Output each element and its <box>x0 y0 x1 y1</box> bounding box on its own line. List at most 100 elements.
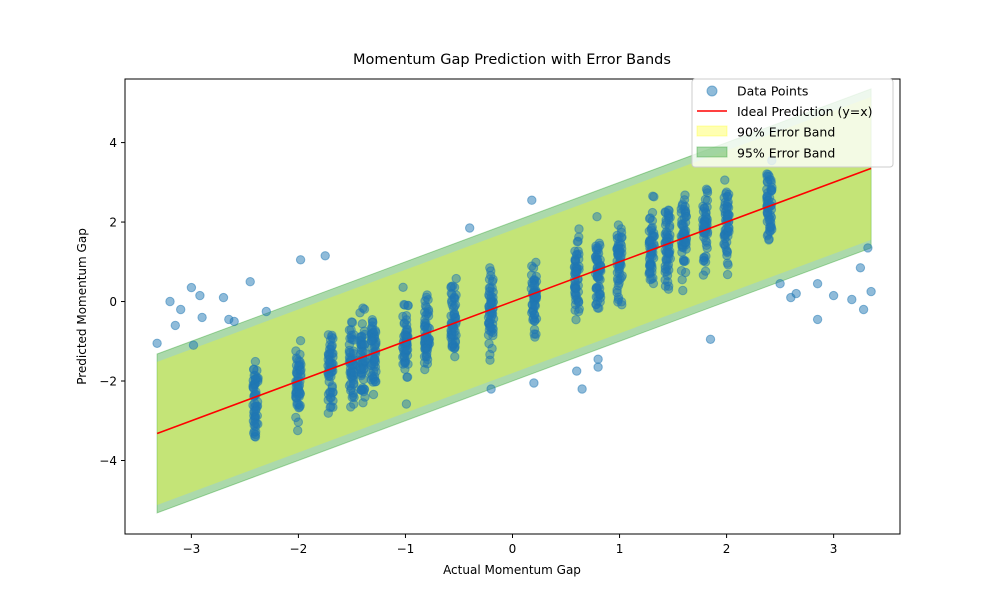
data-point <box>812 314 823 325</box>
data-point <box>705 334 716 344</box>
data-point <box>863 243 873 253</box>
data-point <box>577 384 587 394</box>
data-point <box>249 364 259 374</box>
data-point <box>531 257 541 267</box>
legend-box <box>691 78 894 168</box>
data-point <box>348 388 358 398</box>
data-point <box>677 247 687 258</box>
data-point <box>419 358 430 368</box>
data-point <box>197 312 207 323</box>
data-point <box>346 402 356 412</box>
data-point <box>366 336 376 346</box>
data-point <box>701 184 712 194</box>
data-point <box>293 425 303 436</box>
data-point <box>828 290 839 301</box>
data-point <box>398 282 408 292</box>
data-point <box>775 279 785 289</box>
data-point <box>250 418 260 428</box>
data-point <box>613 294 624 305</box>
data-point <box>170 320 181 331</box>
data-point <box>326 371 336 382</box>
plot-area <box>152 88 876 514</box>
data-point <box>573 306 584 317</box>
data-point <box>767 185 777 195</box>
data-point <box>722 247 732 258</box>
data-point <box>358 303 368 313</box>
data-point <box>572 366 582 376</box>
data-point <box>762 177 773 188</box>
data-point <box>592 303 603 313</box>
data-point <box>195 290 205 301</box>
data-point <box>698 256 709 266</box>
data-point <box>398 359 408 369</box>
data-point <box>593 354 603 364</box>
data-point <box>680 190 690 200</box>
x-axis-label: Actual Momentum Gap <box>443 563 581 577</box>
ideal-line-layer <box>156 167 872 435</box>
data-point <box>450 326 460 337</box>
data-point <box>402 320 412 330</box>
data-point <box>855 263 866 273</box>
data-point <box>250 374 261 384</box>
y-tick-label: 4 <box>109 136 117 150</box>
data-point <box>593 362 603 372</box>
data-point <box>529 329 539 339</box>
data-point <box>592 272 603 282</box>
data-point <box>295 336 306 346</box>
data-point <box>250 356 261 367</box>
data-point <box>422 290 432 300</box>
chart-title: Momentum Gap Prediction with Error Bands <box>353 52 671 68</box>
data-point <box>678 285 688 296</box>
data-point <box>218 292 229 303</box>
data-point <box>570 246 580 256</box>
data-point <box>486 384 496 394</box>
data-point <box>571 315 581 325</box>
legend-ideal-line-label: Ideal Prediction (y=x) <box>737 104 873 119</box>
data-point <box>531 271 541 282</box>
data-point <box>613 250 623 261</box>
x-tick-label: −3 <box>183 542 201 556</box>
x-tick-label: −2 <box>290 542 308 556</box>
data-point <box>529 309 539 320</box>
data-point <box>488 330 498 341</box>
data-point <box>486 322 496 332</box>
data-point <box>529 378 539 388</box>
data-point <box>791 288 801 299</box>
data-point <box>646 274 657 284</box>
legend-data-points-label: Data Points <box>737 84 808 99</box>
data-point <box>152 338 162 348</box>
legend-95-band-marker <box>696 146 728 158</box>
data-point <box>188 340 199 350</box>
y-tick-label: 2 <box>109 216 117 230</box>
y-tick-label: 0 <box>109 295 117 309</box>
data-point <box>401 399 412 409</box>
data-point <box>574 232 584 242</box>
data-point <box>229 316 239 327</box>
data-point <box>594 281 604 291</box>
data-point <box>647 222 657 233</box>
data-point <box>261 306 271 317</box>
data-point <box>450 352 460 362</box>
data-point <box>527 195 537 205</box>
legend: Data Points Ideal Prediction (y=x) 90% E… <box>691 78 894 168</box>
data-point <box>698 220 708 230</box>
y-tick-label: −2 <box>99 375 117 389</box>
data-point <box>403 300 413 310</box>
data-point <box>678 199 688 209</box>
data-point <box>570 266 580 277</box>
data-point <box>323 354 333 365</box>
data-point <box>677 220 687 231</box>
data-point <box>295 389 306 399</box>
data-point <box>251 427 261 437</box>
data-point <box>370 325 380 336</box>
data-point <box>423 322 433 333</box>
data-point <box>530 301 541 311</box>
data-point <box>293 417 303 427</box>
data-point <box>680 208 691 219</box>
ideal-prediction-line <box>156 167 872 435</box>
data-point <box>660 264 671 274</box>
data-point <box>249 398 260 408</box>
data-point <box>722 269 733 280</box>
data-point <box>723 260 733 270</box>
data-point <box>447 339 457 349</box>
